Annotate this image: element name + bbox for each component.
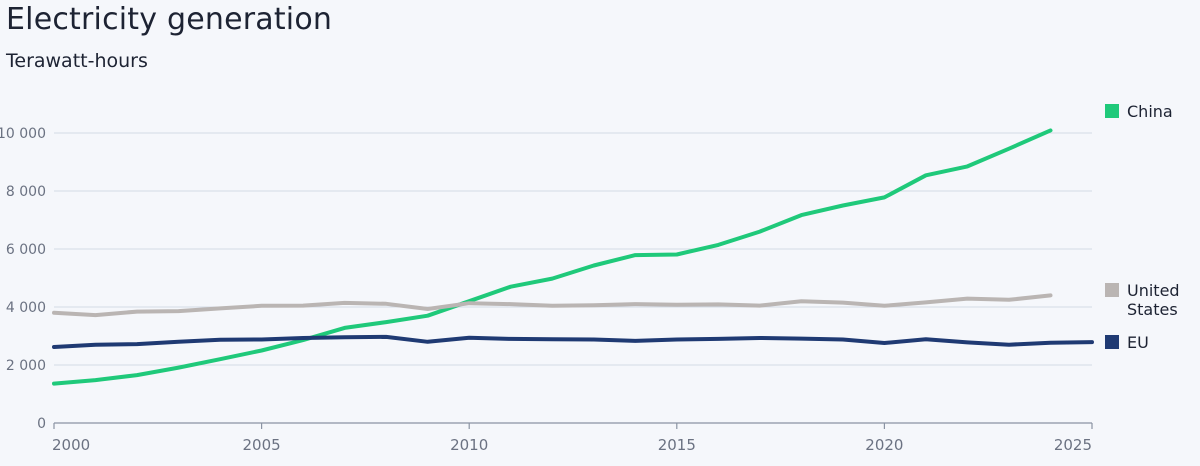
legend-item: EU xyxy=(1105,333,1149,352)
y-tick-label: 2 000 xyxy=(6,358,46,374)
x-tick-label: 2010 xyxy=(450,436,488,454)
y-tick-label: 6 000 xyxy=(6,242,46,258)
series-line-united-states xyxy=(52,293,1053,318)
series-lines xyxy=(52,128,1094,386)
y-tick-label: 8 000 xyxy=(6,184,46,200)
legend-label: EU xyxy=(1127,333,1149,352)
x-tick-label: 2020 xyxy=(865,436,903,454)
series-line-china xyxy=(52,128,1053,386)
x-axis: 2000 2005 2010 2015 2020 2025 xyxy=(52,422,1093,454)
chart-subtitle: Terawatt-hours xyxy=(6,50,148,72)
y-tick-label: 0 xyxy=(37,416,46,432)
legend-label: China xyxy=(1127,102,1173,121)
legend-label: States xyxy=(1127,300,1178,319)
y-tick-label: 10 000 xyxy=(0,126,46,142)
legend-swatch xyxy=(1105,104,1119,118)
legend-item: China xyxy=(1105,102,1173,121)
chart-title: Electricity generation xyxy=(6,2,333,37)
legend-swatch xyxy=(1105,283,1119,297)
grid-lines: 0 2 000 4 000 6 000 8 000 10 000 xyxy=(0,126,1092,432)
x-tick-label: 2025 xyxy=(1054,436,1092,454)
x-tick-label: 2005 xyxy=(243,436,281,454)
x-tick-label: 2015 xyxy=(658,436,696,454)
series-line-eu xyxy=(52,334,1094,349)
x-tick-label: 2000 xyxy=(52,436,90,454)
legend-label: United xyxy=(1127,281,1180,300)
y-tick-label: 4 000 xyxy=(6,300,46,316)
legend-swatch xyxy=(1105,335,1119,349)
